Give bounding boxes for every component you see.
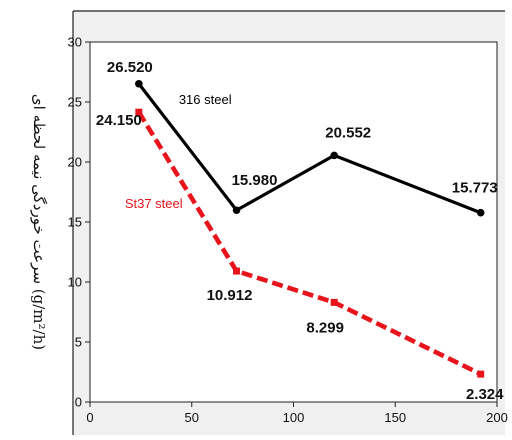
x-tick-label: 150 — [384, 410, 406, 425]
y-tick-label: 25 — [68, 95, 82, 110]
frame-group — [72, 10, 505, 435]
x-tick-label: 50 — [185, 410, 199, 425]
plot-area — [89, 41, 498, 403]
y-tick-label: 15 — [68, 215, 82, 230]
series-line-1 — [137, 82, 482, 215]
x-tick-label: 0 — [86, 410, 93, 425]
series-line-2 — [136, 110, 482, 377]
series-name-label: St37 steel — [125, 196, 183, 211]
data-label: 8.299 — [306, 319, 344, 336]
series-group — [135, 79, 485, 378]
data-label: 15.980 — [232, 172, 278, 189]
data-point-marker — [477, 370, 485, 378]
data-point-marker — [232, 206, 241, 215]
x-tick-label: 100 — [283, 410, 305, 425]
series-name-label: 316 steel — [179, 92, 232, 107]
data-point-marker — [476, 208, 485, 217]
data-point-marker — [330, 151, 339, 160]
data-label: 15.773 — [452, 180, 498, 197]
data-point-marker — [135, 79, 143, 88]
data-label: 20.552 — [325, 124, 371, 141]
y-tick-label: 10 — [68, 275, 82, 290]
y-axis-title-group: سرعت خوردگی نیمه لحظه ای (g/m²/h) — [30, 94, 48, 350]
y-tick-label: 0 — [75, 395, 82, 410]
data-point-marker — [330, 298, 338, 306]
axis-group: 0 5 10 15 20 25 30 0 50 100 150 200 — [68, 35, 508, 426]
y-tick-label: 5 — [75, 335, 82, 350]
data-label: 10.912 — [207, 287, 253, 304]
data-label: 26.520 — [107, 59, 153, 76]
y-tick-label: 20 — [68, 155, 82, 170]
y-tick-label: 30 — [68, 35, 82, 50]
x-tick-label: 200 — [486, 410, 508, 425]
label-group: 26.520 15.980 20.552 15.773 24.150 10.912 8.29… — [96, 59, 504, 403]
data-point-marker — [233, 267, 241, 275]
data-label: 24.150 — [96, 112, 142, 129]
data-label: 2.324 — [466, 386, 504, 403]
y-axis-title: سرعت خوردگی نیمه لحظه ای (g/m²/h) — [30, 94, 48, 350]
data-point-marker — [135, 108, 143, 116]
